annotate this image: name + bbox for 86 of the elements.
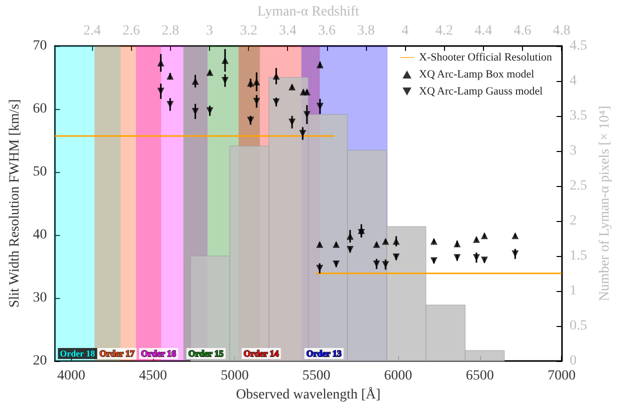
band-label: Order 18 bbox=[60, 348, 96, 358]
point bbox=[303, 88, 310, 96]
legend-label: XQ Arc-Lamp Gauss model bbox=[419, 86, 543, 98]
x-tick-label: 6000 bbox=[384, 368, 412, 384]
y2-tick-label: 2.5 bbox=[570, 178, 588, 194]
point bbox=[512, 250, 519, 258]
y2-tick-label: 0.5 bbox=[570, 318, 588, 334]
x2-tick-label: 3.2 bbox=[240, 23, 258, 38]
y2-tick-label: 0 bbox=[570, 354, 577, 368]
x-tick-label: 7000 bbox=[548, 368, 576, 384]
x-tick-label: 4500 bbox=[138, 368, 167, 384]
band-label: Order 16 bbox=[140, 348, 177, 358]
point bbox=[346, 246, 354, 253]
x-axis-title: Observed wavelength [Å] bbox=[236, 386, 381, 402]
x2-tick-label: 4.4 bbox=[474, 23, 492, 38]
legend-label: X-Shooter Official Resolution bbox=[419, 52, 552, 64]
y-tick-label: 30 bbox=[32, 290, 47, 306]
x2-tick-label: 3.4 bbox=[278, 23, 296, 38]
point bbox=[480, 256, 488, 264]
point bbox=[454, 240, 461, 248]
point bbox=[272, 72, 280, 80]
point bbox=[430, 238, 438, 245]
point bbox=[373, 240, 380, 248]
band-label: Order 17 bbox=[99, 348, 136, 358]
y2-tick-label: 2 bbox=[570, 213, 577, 228]
band-label: Order 13 bbox=[306, 348, 342, 358]
point bbox=[206, 68, 214, 76]
x-tick-label: 6500 bbox=[466, 368, 494, 384]
x2-tick-label: 2.6 bbox=[122, 23, 140, 38]
x2-tick-label: 4 bbox=[402, 23, 409, 38]
point bbox=[332, 240, 340, 248]
point bbox=[316, 61, 324, 68]
point bbox=[157, 88, 164, 95]
point bbox=[373, 260, 380, 268]
point bbox=[512, 232, 519, 240]
x-tick-label: 5500 bbox=[302, 368, 330, 384]
x2-tick-label: 4.2 bbox=[435, 23, 453, 38]
y2-tick-label: 1.5 bbox=[570, 248, 588, 264]
point bbox=[382, 238, 390, 245]
y2-tick-label: 4 bbox=[570, 73, 577, 88]
point bbox=[316, 102, 324, 110]
y2-tick-label: 4.5 bbox=[570, 38, 588, 54]
x-tick-label: 5000 bbox=[220, 368, 249, 384]
point bbox=[332, 260, 340, 268]
x2-tick-label: 3 bbox=[206, 23, 213, 38]
point bbox=[288, 83, 296, 90]
x2-tick-label: 2.4 bbox=[83, 23, 101, 38]
point bbox=[253, 98, 260, 105]
y-tick-label: 20 bbox=[32, 354, 47, 368]
point bbox=[346, 232, 354, 240]
point bbox=[480, 232, 488, 240]
y2-tick-label: 3.5 bbox=[570, 108, 588, 124]
y-tick-label: 60 bbox=[32, 101, 47, 116]
x2-tick-label: 4.8 bbox=[552, 23, 570, 38]
point bbox=[206, 107, 214, 114]
point bbox=[192, 108, 199, 115]
band-label: Order 15 bbox=[188, 348, 224, 358]
x-tick-label: 4000 bbox=[57, 368, 86, 384]
point bbox=[247, 80, 254, 87]
y2-tick-label: 1 bbox=[570, 283, 577, 298]
point bbox=[472, 236, 480, 243]
point bbox=[392, 238, 400, 245]
y-axis-title: Slit Width Resolution FWHM [km/s] bbox=[8, 99, 22, 308]
x2-tick-label: 3.8 bbox=[357, 23, 375, 38]
y-tick-label: 40 bbox=[32, 227, 47, 242]
y2-tick-label: 3 bbox=[570, 143, 577, 158]
y2-axis-title: Number of Lyman-α pixels [× 10⁴] bbox=[598, 106, 612, 302]
x2-tick-label: 4.6 bbox=[514, 23, 532, 38]
point bbox=[299, 130, 306, 137]
point bbox=[454, 254, 461, 262]
legend-label: XQ Arc-Lamp Box model bbox=[419, 68, 534, 80]
point bbox=[316, 240, 324, 248]
point bbox=[430, 257, 438, 264]
point bbox=[316, 264, 324, 272]
point bbox=[192, 78, 199, 85]
x2-tick-label: 2.8 bbox=[162, 23, 180, 38]
point bbox=[247, 116, 254, 124]
band-label: Order 14 bbox=[244, 348, 280, 358]
y-tick-label: 70 bbox=[32, 38, 47, 54]
point bbox=[392, 254, 400, 261]
y-tick-label: 50 bbox=[32, 164, 47, 180]
x2-axis-title: Lyman-α Redshift bbox=[257, 4, 360, 20]
point bbox=[157, 59, 164, 66]
point bbox=[272, 98, 280, 106]
point bbox=[166, 72, 174, 80]
x2-tick-label: 3.6 bbox=[318, 23, 336, 38]
